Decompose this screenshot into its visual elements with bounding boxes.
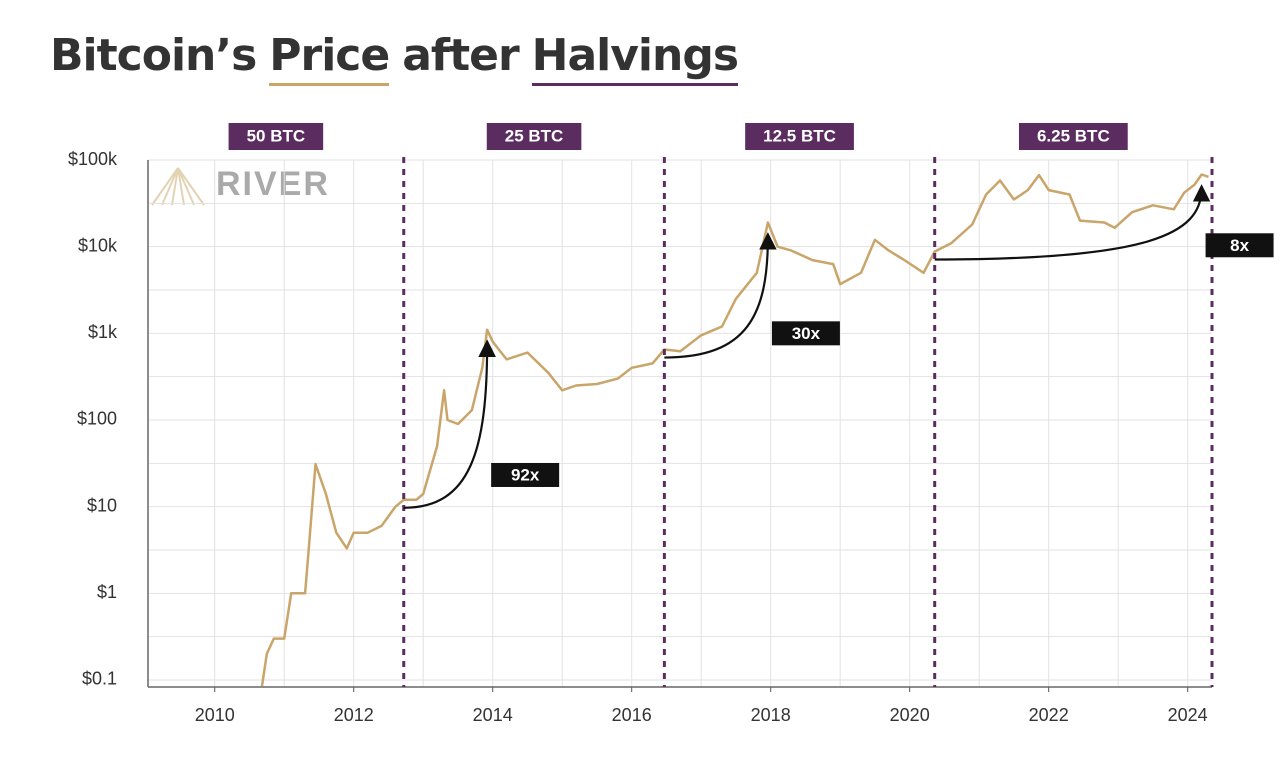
reward-badge: 12.5 BTC [745,123,854,150]
growth-arrow [403,339,496,509]
multiplier-box [1205,233,1274,258]
y-tick-label: $10k [78,235,118,255]
title-word: Bitcoin’s [50,30,257,81]
reward-label: 12.5 BTC [763,126,836,145]
reward-box [228,123,324,150]
multiplier-label: 8x [1230,236,1249,255]
x-tick-label: 2016 [612,705,652,725]
chart-title: Bitcoin’s Price after Halvings [50,30,751,86]
multiplier-box [491,462,560,487]
reward-badge: 25 BTC [486,123,582,150]
x-tick-label: 2020 [890,705,930,725]
reward-label: 25 BTC [505,126,564,145]
x-tick-label: 2018 [751,705,791,725]
logo-icon [151,167,205,206]
y-tick-label: $0.1 [82,669,117,689]
y-tick-label: $100 [77,409,117,429]
reward-badge: 6.25 BTC [1018,123,1128,150]
reward-box [1018,123,1128,150]
logo-text: RIVER [216,165,330,203]
y-tick-label: $1k [88,322,118,342]
title-word: Halvings [531,30,739,86]
x-tick-label: 2022 [1029,705,1069,725]
price-line [260,173,1209,687]
multiplier-label: 92x [511,465,540,484]
reward-box [745,123,854,150]
multiplier-box [771,321,840,346]
x-tick-label: 2024 [1168,705,1208,725]
x-tick-label: 2014 [473,705,513,725]
title-word: after [402,30,519,81]
reward-box [486,123,582,150]
multiplier-label: 30x [792,324,821,343]
y-tick-label: $1 [97,582,117,602]
y-tick-label: $10 [87,495,117,515]
reward-badge: 50 BTC [228,123,324,150]
x-tick-label: 2010 [195,705,235,725]
x-tick-label: 2012 [334,705,374,725]
reward-label: 50 BTC [247,126,306,145]
growth-arrow [934,184,1211,261]
y-tick-label: $100k [68,149,118,169]
growth-arrow [664,232,777,359]
title-word: Price [269,30,390,86]
reward-label: 6.25 BTC [1037,126,1110,145]
